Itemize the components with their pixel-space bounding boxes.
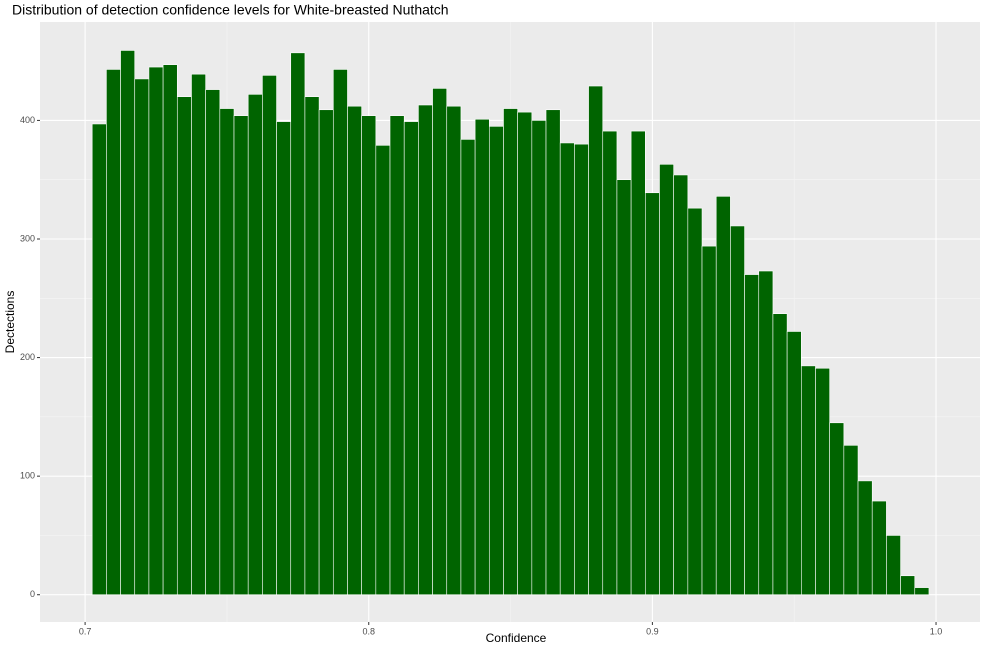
bar: [148, 66, 164, 596]
bar: [602, 130, 618, 596]
chart-title: Distribution of detection confidence lev…: [12, 2, 449, 18]
bar: [559, 142, 575, 596]
bar: [772, 313, 788, 596]
bar: [786, 331, 802, 596]
bar: [247, 94, 263, 596]
bar: [233, 115, 249, 596]
x-tick-label: 1.0: [930, 626, 943, 636]
bar: [503, 108, 518, 596]
bar: [446, 105, 462, 596]
bar: [262, 75, 277, 596]
y-tick-label: 100: [20, 471, 35, 481]
bar: [914, 587, 930, 596]
bar: [715, 196, 731, 596]
bar: [843, 445, 859, 596]
bar: [176, 96, 192, 596]
bar: [162, 64, 178, 596]
y-tick-label: 0: [30, 589, 35, 599]
bar: [815, 367, 830, 596]
bar: [531, 120, 547, 596]
bar: [318, 109, 334, 596]
bar: [687, 207, 703, 596]
y-tick-label: 300: [20, 233, 35, 243]
y-tick-label: 200: [20, 352, 35, 362]
bar: [474, 118, 490, 596]
bar: [488, 126, 504, 596]
bar: [375, 145, 391, 596]
bar: [545, 109, 561, 596]
bar: [701, 245, 717, 596]
bar: [900, 575, 916, 596]
bar: [886, 535, 901, 596]
bar: [347, 105, 362, 596]
bar: [659, 163, 674, 596]
bar: [418, 104, 433, 596]
bar: [276, 121, 292, 596]
x-tick-label: 0.8: [362, 626, 375, 636]
x-tick-label: 0.9: [646, 626, 659, 636]
y-axis-label: Dectections: [3, 291, 17, 354]
bar: [829, 422, 845, 596]
bar: [758, 270, 774, 596]
bar: [403, 121, 419, 596]
bar: [460, 139, 476, 596]
bar: [332, 69, 348, 596]
bar: [91, 123, 107, 596]
bar: [106, 69, 121, 596]
bar: [205, 89, 221, 596]
bar: [630, 130, 646, 596]
bar: [730, 225, 745, 596]
bar: [389, 115, 405, 596]
bar: [361, 115, 377, 596]
bar: [134, 78, 150, 596]
bar: [120, 50, 136, 596]
bar: [857, 480, 873, 596]
bar: [219, 108, 235, 596]
bar: [673, 174, 689, 596]
y-tick-label: 400: [20, 115, 35, 125]
bar: [304, 96, 320, 596]
bar: [432, 88, 448, 596]
x-tick-label: 0.7: [79, 626, 92, 636]
bar: [801, 365, 816, 596]
bar: [574, 143, 589, 596]
bar: [616, 179, 632, 596]
bar: [290, 52, 306, 596]
bar: [744, 274, 760, 596]
x-axis-label: Confidence: [486, 631, 547, 645]
bar: [588, 85, 604, 596]
bar: [191, 73, 206, 596]
bar: [644, 192, 660, 596]
bar: [871, 500, 887, 596]
bar: [517, 111, 533, 596]
